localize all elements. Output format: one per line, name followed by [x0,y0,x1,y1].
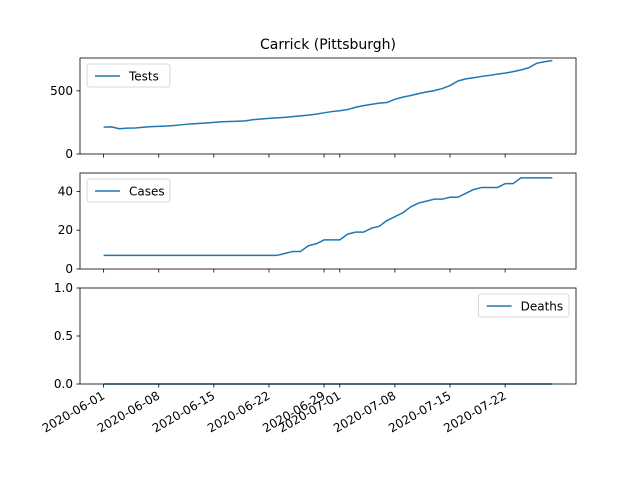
series-line-cases [103,177,553,257]
axes-frame-tests [79,57,577,155]
legend-box-cases [86,178,171,203]
y-tick-label-tests: 0 [65,147,73,161]
legend-label-cases: Cases [129,185,165,199]
legend-label-deaths: Deaths [521,300,564,314]
panel-cases: 0 20 40 Cases [58,172,577,276]
legend-label-tests: Tests [128,70,159,84]
subplot-panels: 0 500 Tests 0 20 40 Cases 0.0 0.5 1.0 Deaths [50,57,577,391]
series-line-tests [103,59,553,130]
panel-tests: 0 500 Tests [50,57,577,161]
y-tick-label-tests: 500 [50,84,73,98]
y-tick-label-deaths: 0.5 [54,329,73,343]
y-tick-label-cases: 40 [58,184,73,198]
legend-box-deaths [478,293,570,318]
chart-title: Carrick (Pittsburgh) [260,37,396,53]
y-tick-label-cases: 20 [58,223,73,237]
legend-box-tests [86,63,171,88]
panel-deaths: 0.0 0.5 1.0 Deaths [54,281,577,391]
axes-frame-cases [79,172,577,270]
y-tick-label-deaths: 0.0 [54,377,73,391]
y-tick-label-cases: 0 [65,262,73,276]
y-tick-label-deaths: 1.0 [54,281,73,295]
